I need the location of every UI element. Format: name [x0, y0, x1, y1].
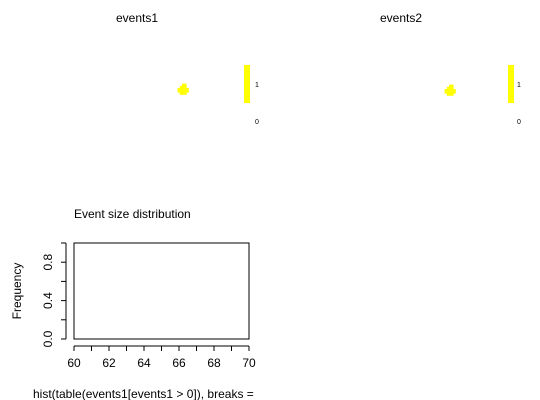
events1-blob-pixel: [179, 92, 183, 95]
events2-legend-label-1: 1: [517, 82, 521, 89]
y-tick-label: 0.8: [41, 254, 55, 271]
events2-blob-pixel: [451, 89, 454, 92]
histogram-title: Event size distribution: [74, 207, 191, 221]
events1-blob-pixel: [182, 88, 185, 91]
histogram-xlabel: hist(table(events1[events1 > 0]), breaks…: [33, 387, 254, 400]
events1-blob-pixel: [179, 85, 183, 89]
events1-blob-pixel: [186, 90, 189, 93]
events2-blob-pixel: [446, 86, 450, 90]
events2-blob-pixel: [449, 86, 452, 90]
x-tick-label: 68: [207, 356, 221, 370]
events2-blob-pixel: [449, 84, 452, 87]
events1-blob-pixel: [184, 88, 187, 91]
events2-blob-pixel: [444, 91, 447, 94]
events1-blob-pixel: [182, 90, 185, 93]
histogram-panel: Event size distribution 60 62 64 66 68 70 0.0…: [10, 207, 256, 400]
events2-blob-pixel: [453, 89, 456, 92]
events2-title: events2: [380, 11, 422, 25]
events1-panel: events1 1 0: [116, 11, 259, 126]
events1-blob-pixel: [179, 90, 183, 93]
x-tick-label: 60: [67, 356, 81, 370]
events2-blob-pixel: [449, 93, 452, 96]
histogram-ylabel: Frequency: [10, 263, 24, 320]
y-tick-label: 0.4: [41, 292, 55, 309]
events2-blob-pixel: [451, 91, 454, 94]
events1-legend-label-1: 1: [255, 82, 259, 89]
x-tick-label: 62: [102, 356, 116, 370]
events1-blob-pixel: [182, 85, 185, 89]
events1-blob-pixel: [184, 83, 187, 86]
events1-blob-pixel: [182, 83, 185, 86]
events2-blob-pixel: [444, 89, 447, 92]
events1-blob-pixel: [177, 88, 180, 91]
events2-blob-pixel: [451, 86, 454, 90]
histogram-x-axis: 60 62 64 66 68 70: [67, 345, 256, 370]
events1-legend-label-0: 0: [255, 119, 259, 126]
events1-title: events1: [116, 11, 158, 25]
events2-blob-pixel: [446, 89, 450, 92]
events2-blob-pixel: [449, 89, 452, 92]
events2-blob: [444, 84, 456, 96]
events2-blob-pixel: [446, 91, 450, 94]
histogram-y-axis: 0.0 0.4 0.8: [41, 242, 67, 347]
events1-blob-pixel: [184, 90, 187, 93]
events1-blob-pixel: [179, 88, 183, 91]
events1-blob-pixel: [184, 92, 187, 95]
x-tick-label: 70: [242, 356, 256, 370]
y-tick-label: 0.0: [41, 330, 55, 347]
events1-blob-pixel: [182, 92, 185, 95]
events2-blob-pixel: [446, 93, 450, 96]
events2-blob-pixel: [451, 84, 454, 87]
events2-blob-pixel: [453, 91, 456, 94]
events1-blob-pixel: [184, 85, 187, 89]
events1-blob-pixel: [177, 90, 180, 93]
events1-blob-pixel: [186, 88, 189, 91]
events1-blob: [177, 83, 189, 95]
histogram-plot-box: [73, 242, 250, 340]
x-tick-label: 66: [172, 356, 186, 370]
events2-blob-pixel: [451, 93, 454, 96]
events2-legend-label-0: 0: [517, 119, 521, 126]
events2-panel: events2 1 0: [380, 11, 521, 126]
events2-blob-pixel: [449, 91, 452, 94]
events1-legend-bar: [244, 65, 250, 103]
events2-legend-bar: [508, 65, 514, 103]
x-tick-label: 64: [137, 356, 151, 370]
